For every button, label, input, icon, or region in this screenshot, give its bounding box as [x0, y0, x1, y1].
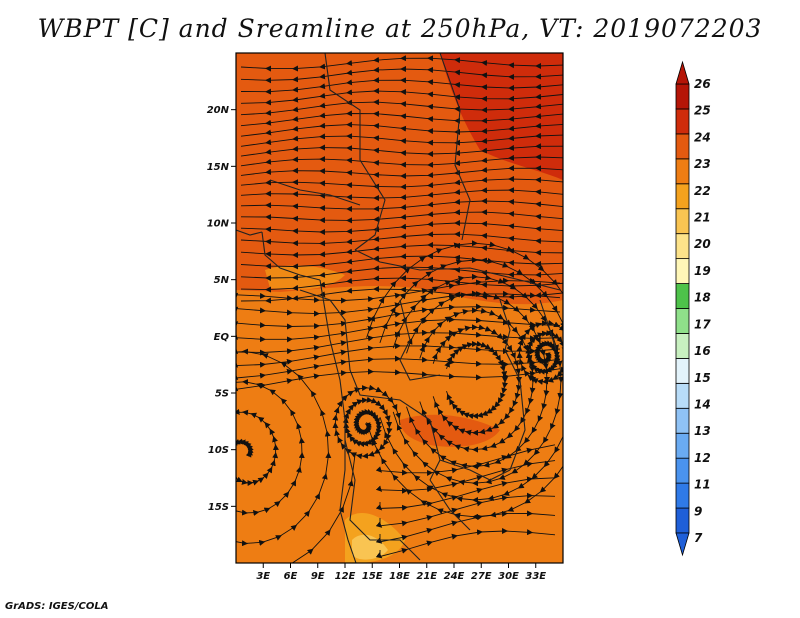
colorbar-segment: [675, 507, 690, 534]
colorbar-label: 12: [694, 451, 711, 465]
border-line: [499, 299, 526, 471]
border-line: [354, 249, 561, 291]
colorbar: 7 9 11 12 13 14 15 16 17 18 19 20 21 22 23 24 25 26: [675, 60, 711, 557]
colorbar-label: 14: [694, 398, 711, 412]
coastline: [236, 229, 263, 236]
colorbar-segment: [675, 432, 690, 459]
lat-tick-label: 10N: [207, 219, 230, 230]
lat-tick-label: 10S: [208, 445, 229, 456]
longitude-axis: 3E 6E 9E 12E 15E 18E 21E 24E 27E 30E 33E: [256, 563, 546, 582]
lat-tick-label: 15S: [208, 502, 229, 513]
lon-tick-label: 3E: [256, 571, 270, 582]
lon-tick-label: 33E: [525, 571, 546, 582]
border-line: [269, 179, 361, 206]
border-line: [429, 479, 471, 531]
colorbar-label: 18: [694, 291, 711, 305]
colorbar-segment: [675, 208, 690, 235]
streamline: [240, 187, 563, 202]
lon-tick-label: 6E: [284, 571, 298, 582]
colorbar-segment: [675, 183, 690, 210]
colorbar-segment: [675, 482, 690, 509]
map-title: WBPT [C] and Sreamline at 250hPa, VT: 20…: [37, 14, 763, 43]
colorbar-arrow-low: [675, 532, 690, 557]
colorbar-segment: [675, 333, 690, 359]
colorbar-segment: [675, 382, 690, 409]
border-line: [344, 439, 421, 561]
lon-tick-label: 12E: [335, 571, 356, 582]
streamline: [240, 197, 563, 212]
colorbar-segment: [675, 83, 690, 110]
border-line: [539, 299, 557, 351]
border-line: [439, 53, 471, 241]
lat-tick-label: EQ: [214, 332, 230, 343]
colorbar-label: 16: [694, 344, 711, 358]
lon-tick-label: 9E: [311, 571, 325, 582]
streamlines-layer: [236, 55, 563, 563]
colorbar-segment: [675, 108, 690, 135]
border-line: [399, 299, 441, 381]
grads-credit: GrADS: IGES/COLA: [5, 601, 109, 612]
colorbar-segment: [675, 357, 690, 384]
streamline: [240, 110, 563, 127]
colorbar-segment: [675, 233, 690, 260]
streamline: [375, 527, 556, 559]
colorbar-segment: [675, 258, 690, 284]
streamline: [332, 384, 401, 460]
lat-tick-label: 15N: [207, 162, 230, 173]
colorbar-arrow-high: [675, 60, 690, 85]
lon-tick-label: 27E: [471, 571, 492, 582]
colorbar-label: 20: [694, 237, 711, 251]
colorbar-label: 15: [694, 371, 711, 385]
colorbar-label: 22: [694, 184, 711, 198]
streamline: [240, 175, 563, 190]
streamline: [240, 121, 563, 137]
colorbar-label: 19: [694, 264, 711, 278]
colorbar-label: 23: [694, 157, 711, 171]
colorbar-label: 25: [694, 104, 711, 118]
colorbar-label: 17: [694, 317, 711, 331]
colorbar-label: 11: [694, 478, 711, 492]
lon-tick-label: 15E: [362, 571, 383, 582]
coastline: [261, 231, 321, 281]
border-line: [439, 459, 511, 481]
colorbar-segment: [675, 407, 690, 434]
colorbar-segment: [675, 158, 690, 185]
streamline: [240, 165, 563, 180]
lat-tick-label: 5S: [215, 389, 229, 400]
colorbar-segment: [675, 133, 690, 160]
colorbar-label: 7: [694, 531, 703, 545]
colorbar-segment: [675, 308, 690, 334]
lat-tick-label: 20N: [207, 105, 230, 116]
lon-tick-label: 21E: [416, 571, 437, 582]
colorbar-label: 9: [694, 504, 702, 518]
lon-tick-label: 24E: [444, 571, 465, 582]
lat-tick-label: 5N: [214, 275, 230, 286]
border-line: [299, 289, 441, 481]
streamline: [240, 132, 563, 147]
colorbar-label: 13: [694, 424, 711, 438]
colorbar-label: 24: [694, 130, 711, 144]
colorbar-segment: [675, 457, 690, 484]
coastline: [319, 279, 357, 563]
streamline: [240, 143, 563, 158]
country-borders: [236, 53, 561, 563]
colorbar-segment: [675, 283, 690, 309]
streamline: [240, 209, 563, 224]
streamline: [240, 99, 563, 116]
streamline: [240, 219, 563, 236]
border-line: [324, 53, 386, 251]
colorbar-label: 26: [694, 77, 711, 91]
streamline: [240, 153, 563, 168]
lon-tick-label: 30E: [498, 571, 519, 582]
latitude-axis: 20N 15N 10N 5N EQ 5S 10S 15S: [207, 105, 236, 513]
streamline: [236, 348, 356, 563]
lon-tick-label: 18E: [389, 571, 410, 582]
colorbar-label: 21: [694, 211, 711, 225]
